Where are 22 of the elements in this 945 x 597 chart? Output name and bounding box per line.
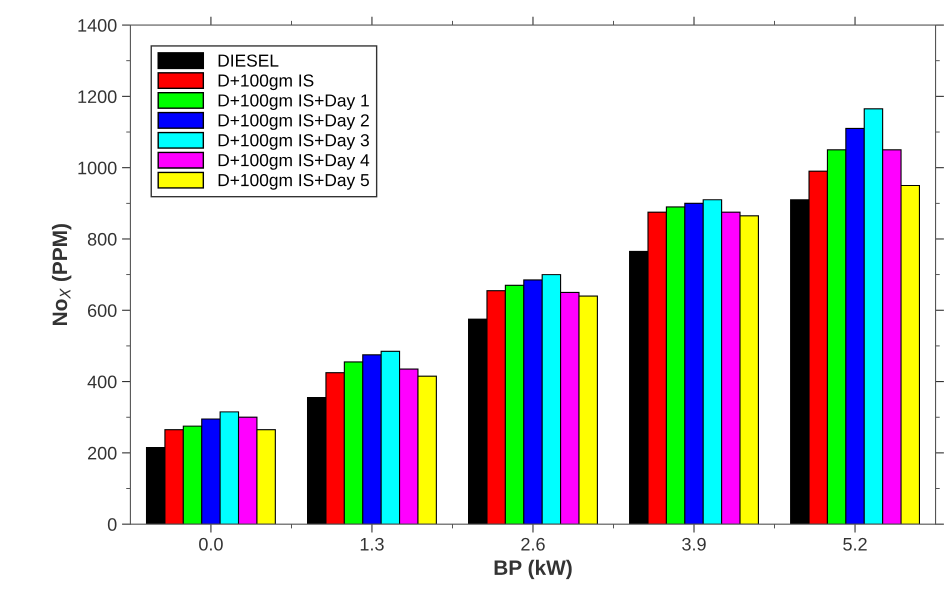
x-tick-label: 0.0: [199, 538, 223, 551]
legend-label: D+100gm IS+Day 5: [218, 174, 369, 190]
y-tick-label: 1400: [78, 19, 117, 32]
y-tick-label: 800: [88, 232, 117, 246]
x-tick-label: 1.3: [360, 538, 384, 551]
legend-label: DIESEL: [218, 54, 278, 67]
y-tick-label: 200: [88, 446, 117, 460]
y-axis-title: No$_{X}$ (PPM): [52, 224, 72, 325]
x-tick-label: 2.6: [521, 538, 545, 551]
legend-label: D+100gm IS+Day 3: [218, 134, 369, 150]
legend-label: D+100gm IS: [218, 74, 314, 90]
y-tick-label: 1000: [78, 162, 117, 174]
x-tick-label: 3.9: [682, 538, 706, 551]
x-tick-label: 5.2: [843, 538, 867, 551]
y-tick-label: 1200: [78, 90, 117, 104]
y-tick-label: 400: [88, 376, 117, 388]
legend-label: D+100gm IS+Day 4: [218, 154, 370, 170]
y-tick-label: 600: [88, 304, 117, 317]
x-axis-title: BP (kW): [494, 560, 572, 580]
y-tick-label: 0: [108, 518, 117, 531]
legend-label: D+100gm IS+Day 1: [218, 94, 369, 110]
legend-label: D+100gm IS+Day 2: [218, 114, 369, 130]
